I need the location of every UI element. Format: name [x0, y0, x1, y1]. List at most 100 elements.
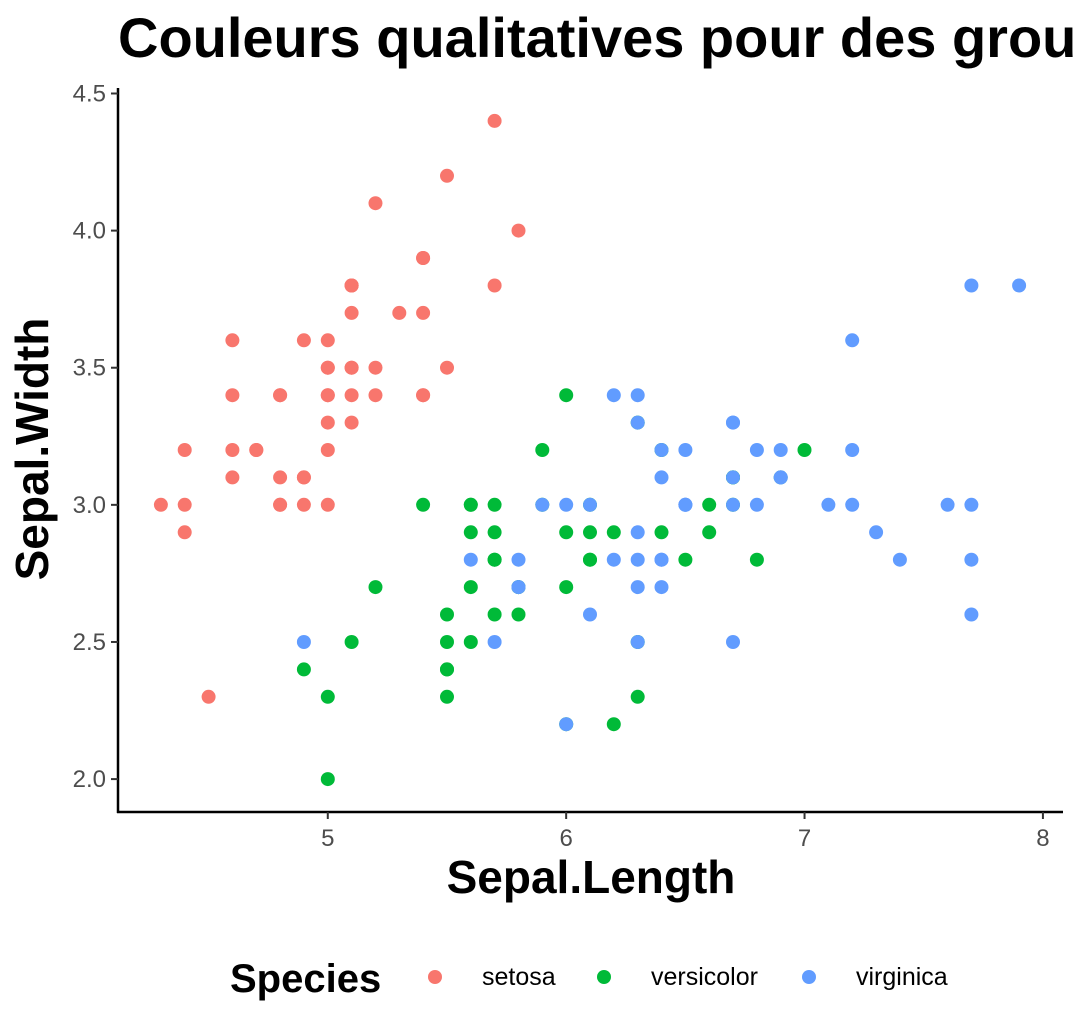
point-versicolor-13 — [583, 525, 597, 540]
point-virginica-36 — [630, 388, 645, 403]
point-setosa-47 — [225, 443, 240, 457]
point-virginica-42 — [511, 580, 526, 595]
point-setosa-46 — [344, 278, 359, 293]
point-setosa-38 — [177, 497, 192, 512]
point-versicolor-31 — [440, 662, 454, 677]
point-virginica-3 — [630, 525, 645, 540]
point-setosa-22 — [225, 333, 240, 348]
point-virginica-41 — [773, 470, 788, 485]
point-virginica-17 — [964, 278, 979, 293]
point-setosa-15 — [487, 113, 502, 128]
point-versicolor-34 — [416, 497, 431, 512]
point-setosa-49 — [320, 415, 335, 430]
point-setosa-42 — [177, 443, 192, 457]
points-layer — [153, 113, 1027, 787]
point-setosa-10 — [416, 305, 431, 320]
legend-key-setosa — [428, 970, 442, 984]
point-virginica-49 — [535, 497, 550, 512]
point-virginica-46 — [630, 635, 645, 649]
point-versicolor-24 — [654, 525, 669, 540]
point-virginica-21 — [463, 552, 478, 567]
point-virginica-26 — [606, 552, 621, 567]
point-setosa-16 — [416, 251, 431, 265]
point-setosa-21 — [344, 305, 359, 320]
x-tick-label: 8 — [1036, 825, 1049, 852]
point-virginica-45 — [726, 497, 740, 512]
point-virginica-31 — [1012, 278, 1027, 293]
point-virginica-29 — [845, 497, 860, 512]
point-versicolor-20 — [535, 443, 550, 457]
point-virginica-34 — [583, 607, 597, 622]
point-setosa-29 — [249, 443, 264, 457]
point-setosa-27 — [368, 360, 383, 375]
chart-title: Couleurs qualitatives pour des groupes — [118, 6, 1080, 69]
point-versicolor-26 — [749, 552, 764, 567]
point-virginica-14 — [511, 552, 526, 567]
point-versicolor-42 — [511, 607, 526, 622]
point-versicolor-10 — [320, 772, 335, 787]
y-tick-label: 3.0 — [73, 492, 106, 519]
point-versicolor-14 — [463, 525, 478, 540]
point-setosa-24 — [273, 388, 288, 403]
legend-key-versicolor — [597, 970, 611, 984]
point-virginica-20 — [773, 443, 788, 457]
point-versicolor-29 — [487, 607, 502, 622]
point-versicolor-25 — [702, 497, 717, 512]
point-virginica-48 — [606, 388, 621, 403]
legend-label-setosa: setosa — [482, 963, 556, 991]
x-tick-label: 7 — [798, 825, 811, 852]
x-tick-label: 5 — [321, 825, 334, 852]
point-virginica-30 — [892, 552, 907, 567]
legend-key-virginica — [802, 970, 816, 984]
point-setosa-26 — [320, 388, 335, 403]
point-virginica-43 — [749, 443, 764, 457]
point-setosa-48 — [392, 305, 407, 320]
point-setosa-43 — [320, 360, 335, 375]
point-virginica-8 — [726, 635, 740, 649]
point-versicolor-19 — [463, 635, 478, 649]
point-versicolor-33 — [559, 580, 574, 595]
point-versicolor-40 — [440, 607, 454, 622]
point-setosa-23 — [344, 415, 359, 430]
point-virginica-35 — [964, 497, 979, 512]
legend-label-virginica: virginica — [856, 963, 948, 991]
point-virginica-13 — [487, 635, 502, 649]
x-ticks: 5 6 7 8 — [321, 812, 1050, 852]
point-virginica-32 — [654, 552, 669, 567]
legend-label-versicolor: versicolor — [651, 963, 758, 991]
legend-title: Species — [230, 957, 381, 1001]
point-versicolor-44 — [463, 580, 478, 595]
y-tick-label: 2.0 — [73, 766, 106, 793]
point-versicolor-47 — [606, 525, 621, 540]
point-virginica-10 — [678, 443, 693, 457]
point-setosa-45 — [273, 497, 288, 512]
point-virginica-5 — [940, 497, 955, 512]
point-virginica-19 — [559, 717, 574, 732]
point-virginica-38 — [559, 497, 574, 512]
point-virginica-40 — [726, 470, 740, 485]
point-setosa-39 — [344, 388, 359, 403]
point-versicolor-0 — [797, 443, 812, 457]
x-tick-label: 6 — [559, 825, 572, 852]
point-virginica-27 — [583, 497, 597, 512]
point-versicolor-48 — [344, 635, 359, 649]
point-versicolor-18 — [606, 717, 621, 732]
point-virginica-6 — [296, 635, 311, 649]
point-setosa-34 — [296, 470, 311, 485]
point-versicolor-28 — [559, 525, 574, 540]
y-tick-label: 3.5 — [73, 355, 106, 382]
point-setosa-4 — [320, 333, 335, 348]
point-setosa-13 — [153, 497, 168, 512]
point-virginica-25 — [845, 443, 860, 457]
point-versicolor-37 — [630, 689, 645, 704]
point-virginica-22 — [964, 552, 979, 567]
point-versicolor-7 — [296, 662, 311, 677]
point-setosa-30 — [273, 470, 288, 485]
point-setosa-1 — [296, 497, 311, 512]
point-versicolor-3 — [440, 689, 454, 704]
point-setosa-36 — [440, 360, 454, 375]
point-versicolor-39 — [440, 635, 454, 649]
point-versicolor-38 — [463, 497, 478, 512]
point-setosa-25 — [320, 497, 335, 512]
